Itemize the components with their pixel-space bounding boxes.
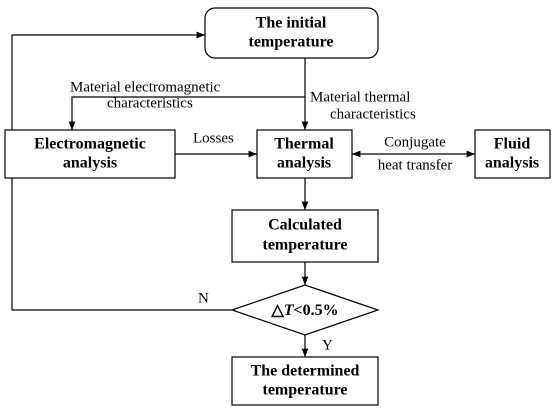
node-label: temperature — [249, 34, 334, 51]
node-label: △T<0.5% — [270, 302, 338, 319]
edge-label: Material thermal — [310, 89, 410, 105]
edge-label: Y — [322, 337, 333, 353]
edge-label: heat transfer — [378, 157, 453, 173]
node-label: Fluid — [494, 136, 531, 153]
variable: T — [284, 302, 295, 319]
condition: <0.5% — [293, 302, 338, 319]
node-label: analysis — [277, 155, 331, 172]
end-box — [231, 356, 379, 406]
node-label: analysis — [63, 155, 117, 172]
edge-label: characteristics — [107, 95, 193, 111]
process-box — [231, 209, 379, 263]
start-box — [204, 7, 379, 59]
process-box — [4, 129, 176, 179]
node-label: Electromagnetic — [34, 136, 146, 153]
edge-label: Material electromagnetic — [70, 79, 221, 95]
edge-label: Conjugate — [384, 134, 446, 150]
node-label: Thermal — [274, 136, 334, 153]
symbol: △ — [270, 302, 284, 319]
node-label: The determined — [251, 363, 360, 380]
edge-label: Losses — [193, 130, 234, 146]
node-label: temperature — [263, 237, 348, 254]
edge-label: characteristics — [330, 106, 416, 122]
process-box — [256, 129, 353, 179]
node-label: temperature — [263, 382, 348, 399]
edge-label: N — [198, 290, 209, 306]
decision — [230, 284, 380, 336]
arrow — [68, 96, 305, 130]
process-box — [474, 129, 551, 179]
node-label: Calculated — [268, 217, 342, 234]
node-label: The initial — [256, 15, 327, 32]
node-label: analysis — [485, 155, 539, 172]
